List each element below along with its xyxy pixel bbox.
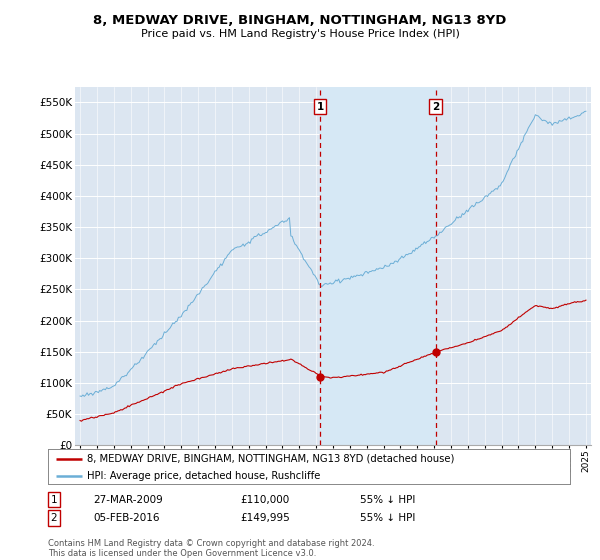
Text: 55% ↓ HPI: 55% ↓ HPI — [360, 494, 415, 505]
Text: 2: 2 — [50, 513, 58, 523]
Text: Contains HM Land Registry data © Crown copyright and database right 2024.
This d: Contains HM Land Registry data © Crown c… — [48, 539, 374, 558]
Text: 55% ↓ HPI: 55% ↓ HPI — [360, 513, 415, 523]
Text: 1: 1 — [50, 494, 58, 505]
Text: Price paid vs. HM Land Registry's House Price Index (HPI): Price paid vs. HM Land Registry's House … — [140, 29, 460, 39]
Text: £110,000: £110,000 — [240, 494, 289, 505]
Text: 8, MEDWAY DRIVE, BINGHAM, NOTTINGHAM, NG13 8YD: 8, MEDWAY DRIVE, BINGHAM, NOTTINGHAM, NG… — [94, 14, 506, 27]
Text: 1: 1 — [316, 101, 323, 111]
Text: 2: 2 — [432, 101, 439, 111]
Text: 27-MAR-2009: 27-MAR-2009 — [93, 494, 163, 505]
Text: HPI: Average price, detached house, Rushcliffe: HPI: Average price, detached house, Rush… — [87, 470, 320, 480]
Text: 05-FEB-2016: 05-FEB-2016 — [93, 513, 160, 523]
Text: 8, MEDWAY DRIVE, BINGHAM, NOTTINGHAM, NG13 8YD (detached house): 8, MEDWAY DRIVE, BINGHAM, NOTTINGHAM, NG… — [87, 454, 455, 464]
Text: £149,995: £149,995 — [240, 513, 290, 523]
Bar — [320, 87, 436, 445]
